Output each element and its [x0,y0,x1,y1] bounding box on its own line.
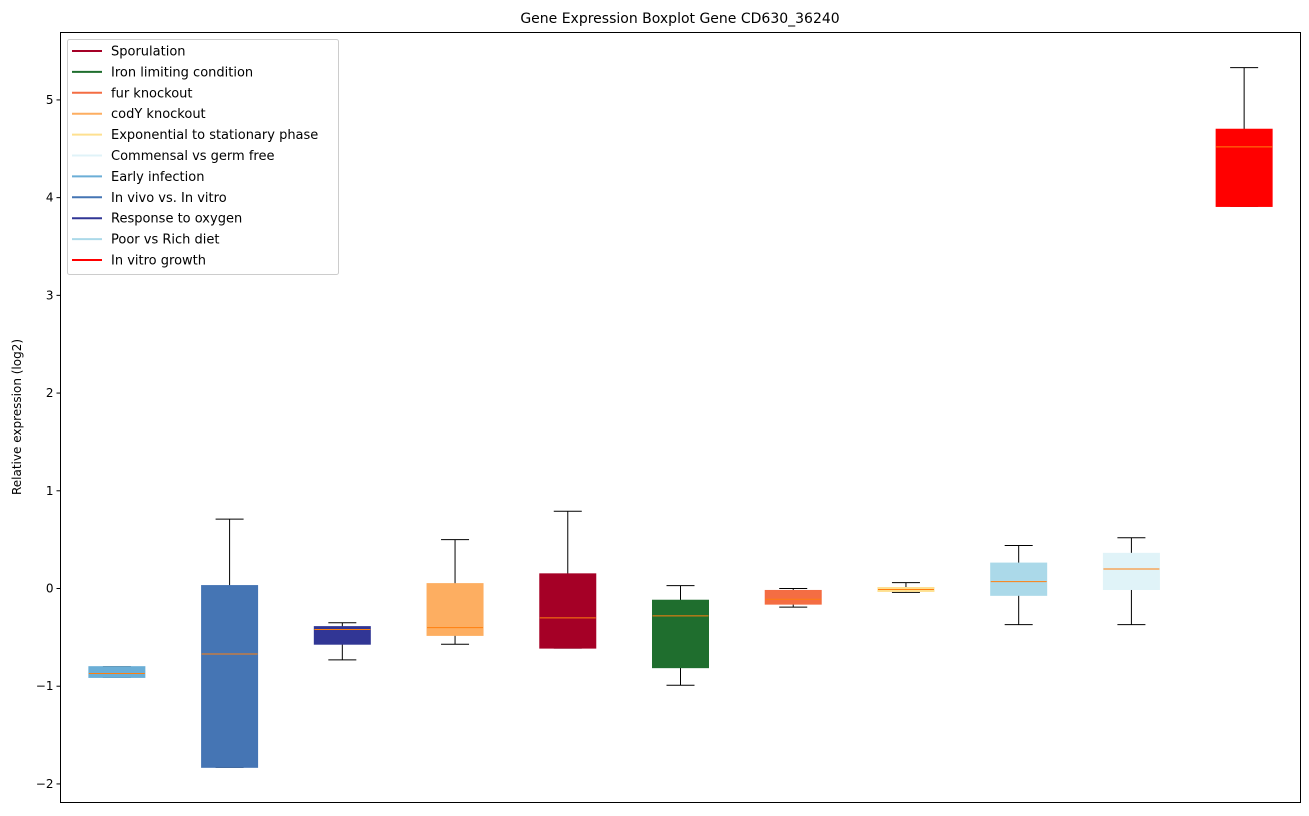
y-tick-label: −2 [36,777,54,791]
box-body [1102,552,1160,590]
legend-label: Commensal vs germ free [111,149,274,164]
legend-label: In vitro growth [111,254,206,269]
box-body [1215,128,1273,207]
legend-label: Early infection [111,170,204,185]
legend-label: Exponential to stationary phase [111,128,318,143]
legend: Sporulation Iron limiting condition fur kn… [67,39,339,275]
y-tick-label: 2 [46,386,54,400]
box-1 [88,666,146,678]
box-body [313,626,371,645]
legend-label: codY knockout [111,107,206,122]
y-tick-label: 3 [46,288,54,302]
y-tick-label: 5 [46,93,54,107]
box-11 [1215,67,1273,207]
box-6 [652,585,709,686]
y-tick-label: 1 [46,484,54,498]
box-8 [877,582,935,593]
box-3 [313,622,371,661]
legend-label: In vivo vs. In vitro [111,191,227,206]
legend-label: Iron limiting condition [111,65,253,80]
box-body [990,562,1048,596]
box-9 [990,545,1048,626]
y-tick-label: 0 [46,582,54,596]
legend-frame [67,39,339,275]
legend-label: Sporulation [111,45,186,60]
box-body [88,666,146,678]
box-10 [1102,537,1160,626]
box-7 [764,588,822,608]
plot-frame [60,32,1301,803]
chart-title: Gene Expression Boxplot Gene CD630_36240 [520,11,839,27]
box-body [764,589,822,605]
y-tick-label: −1 [36,679,54,693]
legend-label: fur knockout [111,86,193,101]
box-body [201,585,259,768]
box-body [652,599,709,669]
box-body [426,583,484,636]
y-tick-label: 4 [46,191,54,205]
box-body [539,573,597,649]
box-2 [201,518,259,768]
legend-label: Poor vs Rich diet [111,233,219,248]
y-axis-label: Relative expression (log2) [10,339,24,495]
box-4 [426,539,484,645]
box-5 [539,510,597,649]
legend-label: Response to oxygen [111,212,242,227]
